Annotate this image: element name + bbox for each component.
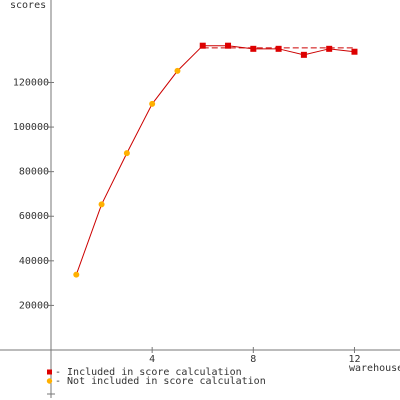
legend-label: - Included in score calculation [55, 367, 242, 378]
y-axis-label: scores [10, 0, 46, 11]
point-included [300, 51, 307, 58]
point-excluded [174, 67, 181, 74]
y-tick-label: 120000 [13, 77, 49, 88]
x-tick-label: 12 [348, 354, 360, 365]
y-tick-label: 80000 [19, 167, 49, 178]
point-excluded [98, 201, 105, 208]
score-line [75, 45, 355, 275]
x-axis-label: warehouses [349, 363, 400, 374]
y-tick-label: 100000 [13, 122, 49, 133]
legend-marker [47, 369, 52, 375]
point-included [275, 45, 282, 52]
y-tick-label: 60000 [19, 211, 49, 222]
point-excluded [123, 150, 130, 157]
point-excluded [73, 271, 80, 278]
point-included [225, 42, 232, 49]
y-tick-label: 40000 [19, 256, 49, 267]
point-included [326, 45, 333, 52]
point-excluded [149, 100, 156, 107]
legend-marker [46, 378, 53, 384]
point-included [351, 48, 358, 55]
point-included [250, 45, 257, 52]
y-tick-label: 20000 [19, 300, 49, 311]
legend-label: - Not included in score calculation [55, 376, 266, 387]
x-tick-label: 8 [250, 354, 256, 365]
x-tick-label: 4 [149, 354, 155, 365]
point-included [199, 42, 206, 49]
